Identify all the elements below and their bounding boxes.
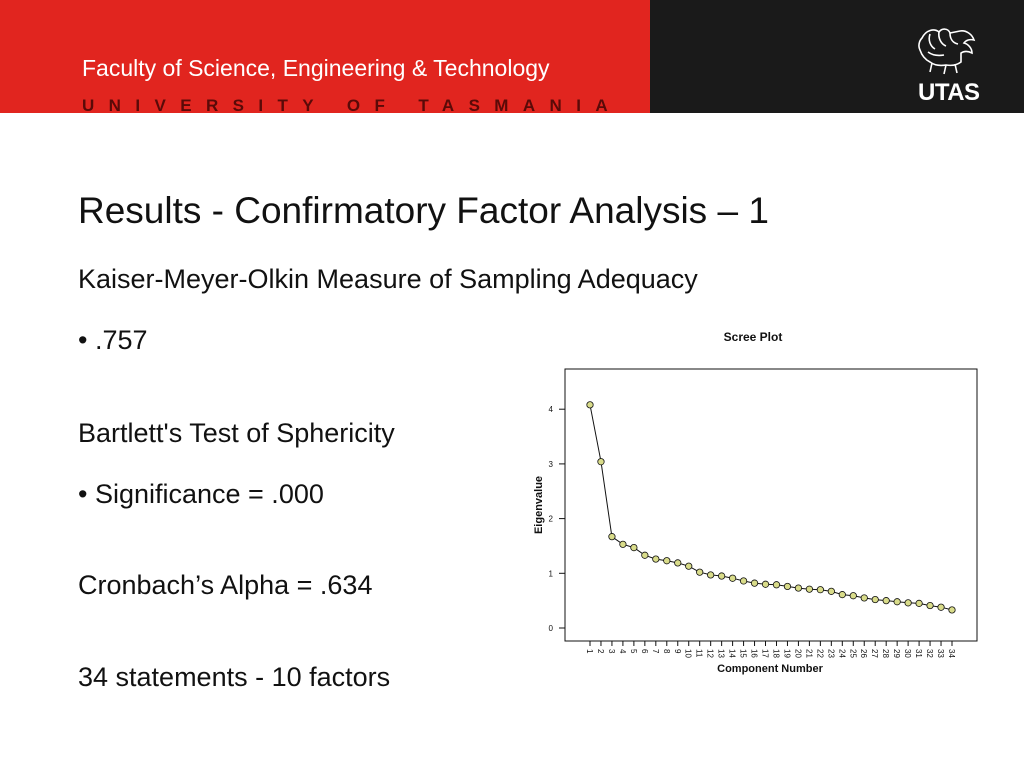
x-tick-label: 6 [640,649,649,654]
x-tick-label: 25 [848,649,857,658]
eigenvalue-point [827,587,835,595]
eigenvalue-point [663,557,671,565]
plot-frame [564,368,978,642]
x-tick-label: 32 [925,649,934,658]
x-tick-label: 1 [585,649,594,654]
logo-text: UTAS [918,79,980,106]
x-tick-label: 24 [837,649,846,658]
x-tick-label: 21 [804,649,813,658]
eigenvalue-point [783,582,792,591]
eigenvalue-point [652,555,660,563]
faculty-name: Faculty of Science, Engineering & Techno… [82,55,550,81]
x-tick-label: 22 [815,649,824,658]
scree-plot-svg: Scree Plot Eigenvalue Component Number 0… [533,330,978,675]
eigenvalue-point [619,540,627,548]
eigenvalue-point [718,572,726,580]
x-tick-label: 5 [629,649,638,654]
eigenvalue-point [893,598,901,606]
x-tick-label: 29 [892,649,901,658]
eigenvalue-point [750,579,759,587]
eigenvalue-point [849,592,857,600]
bartlett-label: Bartlett's Test of Sphericity [78,418,395,448]
x-tick-label: 14 [728,649,737,658]
eigenvalue-point [904,599,912,607]
eigenvalue-point [948,606,956,614]
x-tick-label: 7 [651,649,660,654]
x-tick-label: 19 [782,649,791,658]
x-tick-label: 34 [947,649,956,658]
eigenvalue-point [816,586,824,594]
x-tick-label: 16 [750,649,759,658]
x-tick-label: 30 [903,649,912,658]
x-axis-label: Component Number [717,663,823,675]
x-tick-label: 28 [881,649,890,658]
statements-factors: 34 statements - 10 factors [78,662,391,692]
bartlett-value: • Significance = .000 [78,479,324,509]
x-tick-label: 10 [684,649,693,658]
cronbach-alpha: Cronbach’s Alpha = .634 [78,570,373,600]
eigenvalue-point [674,559,682,567]
kmo-value: • .757 [78,325,148,355]
eigenvalue-point [641,551,649,559]
eigenvalue-point [838,591,846,599]
kmo-label: Kaiser-Meyer-Olkin Measure of Sampling A… [78,264,698,294]
eigenvalue-point [915,599,923,607]
x-tick-label: 26 [859,649,868,658]
eigenvalue-point [860,594,868,602]
x-tick-label: 12 [706,649,715,658]
eigenvalue-point [685,562,693,570]
y-tick-label: 3 [549,460,554,469]
x-tick-label: 9 [673,649,682,654]
eigenvalue-point [707,571,715,579]
x-tick-label: 33 [936,649,945,658]
x-tick-label: 27 [870,649,879,658]
eigenvalue-point [586,401,594,409]
eigenvalue-point [937,603,945,611]
x-tick-label: 8 [662,649,671,654]
eigenvalue-point [805,585,813,593]
x-tick-label: 3 [607,649,616,654]
lion-crest-icon [918,28,976,75]
header-red-band [0,0,650,113]
x-tick-label: 2 [596,649,605,654]
university-name: UNIVERSITY OF TASMANIA [82,96,623,115]
y-tick-label: 1 [549,569,554,578]
eigenvalue-point [772,581,781,589]
eigenvalue-point [597,458,605,466]
y-tick-label: 4 [549,405,554,414]
x-tick-label: 20 [793,649,802,658]
eigenvalue-point [794,584,803,592]
x-tick-label: 17 [761,649,770,658]
scree-line [589,404,953,611]
y-axis-label: Eigenvalue [533,476,545,534]
y-tick-label: 0 [549,624,554,633]
scree-plot: Scree Plot Eigenvalue Component Number 0… [520,320,1000,680]
eigenvalue-point [739,577,748,585]
x-tick-label: 18 [771,649,780,658]
eigenvalue-point [761,580,770,588]
x-tick-label: 15 [739,649,748,658]
eigenvalue-point [926,601,934,610]
eigenvalue-point [630,543,638,552]
x-tick-label: 31 [914,649,923,658]
y-tick-label: 2 [549,515,554,524]
chart-title: Scree Plot [724,330,783,344]
eigenvalue-point [871,595,879,604]
eigenvalue-point [882,597,890,605]
x-tick-label: 13 [717,649,726,658]
slide-title: Results - Confirmatory Factor Analysis –… [78,190,769,231]
x-tick-label: 23 [826,649,835,658]
x-tick-label: 4 [618,649,627,654]
eigenvalue-point [696,568,704,576]
eigenvalue-point [729,574,737,582]
eigenvalue-point [608,533,616,541]
x-tick-label: 11 [695,649,704,658]
